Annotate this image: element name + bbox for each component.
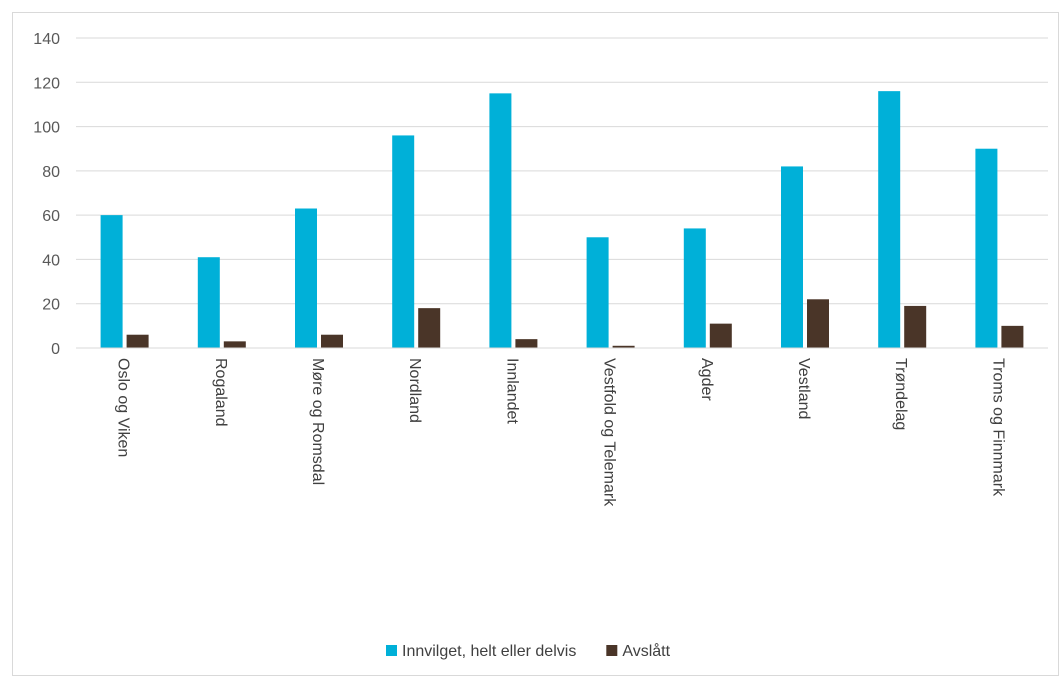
y-tick-label: 100 xyxy=(33,120,60,137)
bar-avslatt xyxy=(321,334,343,348)
bar-avslatt xyxy=(1001,325,1024,348)
bar-innvilget xyxy=(197,257,220,348)
bar-innvilget xyxy=(100,215,123,348)
x-category-label: Rogaland xyxy=(212,358,229,427)
bars xyxy=(100,91,1024,349)
y-tick-label: 40 xyxy=(42,252,60,269)
bar-innvilget xyxy=(683,228,706,348)
bar-innvilget xyxy=(975,148,998,348)
x-category-label: Agder xyxy=(698,358,715,401)
legend-label: Innvilget, helt eller delvis xyxy=(402,643,576,660)
bar-innvilget xyxy=(586,237,609,348)
gridlines xyxy=(76,37,1048,305)
y-tick-label: 140 xyxy=(33,31,60,48)
legend-swatch xyxy=(386,645,397,656)
x-category-label: Vestland xyxy=(795,358,812,419)
legend-swatch xyxy=(606,645,618,656)
legend: Innvilget, helt eller delvis Avslått xyxy=(386,642,671,660)
bar-avslatt xyxy=(612,345,635,348)
bar-avslatt xyxy=(807,299,829,348)
x-category-label: Innlandet xyxy=(503,358,520,424)
x-axis-category-labels: Oslo og Viken Rogaland Møre og Romsdal Nord… xyxy=(115,358,1007,507)
bar-avslatt xyxy=(904,305,927,348)
x-category-label: Møre og Romsdal xyxy=(309,358,326,485)
bar-innvilget xyxy=(781,166,803,348)
bar-avslatt xyxy=(515,339,538,348)
bar-innvilget xyxy=(878,91,901,349)
y-tick-label: 80 xyxy=(42,164,60,181)
x-category-label: Nordland xyxy=(406,358,423,423)
y-axis-ticks: 0 20 40 60 80 100 120 140 xyxy=(33,31,60,358)
bar-avslatt xyxy=(126,334,149,348)
y-tick-label: 0 xyxy=(51,341,60,358)
x-category-label: Oslo og Viken xyxy=(115,358,132,457)
x-category-label: Vestfold og Telemark xyxy=(601,358,618,507)
legend-label: Avslått xyxy=(622,642,670,660)
y-tick-label: 20 xyxy=(42,297,60,314)
y-tick-label: 60 xyxy=(42,208,60,225)
bar-innvilget xyxy=(489,93,512,348)
bar-innvilget xyxy=(295,208,317,348)
bar-innvilget xyxy=(392,135,415,348)
y-tick-label: 120 xyxy=(33,75,60,92)
x-category-label: Trøndelag xyxy=(892,358,909,430)
bar-avslatt xyxy=(709,323,732,348)
x-category-label: Troms og Finnmark xyxy=(989,358,1006,497)
bar-avslatt xyxy=(418,308,441,348)
bar-avslatt xyxy=(223,341,246,348)
